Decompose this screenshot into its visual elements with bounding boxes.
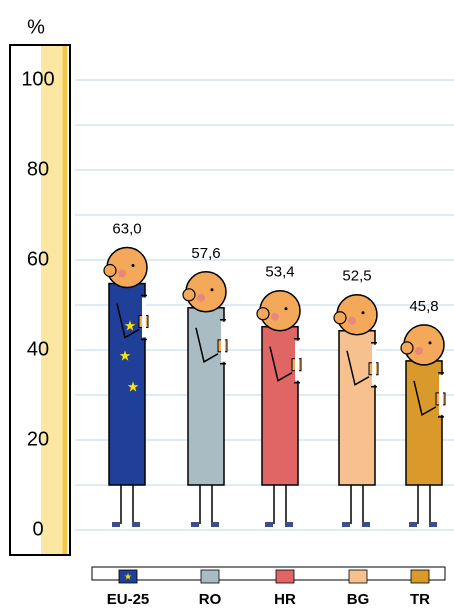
legend-swatch — [118, 569, 138, 584]
legend-star: ★ — [124, 571, 132, 581]
nose — [333, 311, 347, 325]
value-label: 57,6 — [191, 245, 220, 262]
figure — [256, 289, 302, 527]
eye — [131, 264, 135, 267]
legend-swatch — [348, 569, 368, 584]
cheek — [118, 269, 126, 278]
y-axis-label: % — [27, 16, 45, 38]
body — [405, 360, 443, 486]
eye — [428, 341, 432, 345]
legend-swatch — [275, 569, 295, 584]
value-label: 52,5 — [342, 268, 371, 285]
value-label: 53,4 — [265, 264, 294, 281]
eye — [361, 311, 365, 315]
nose — [256, 307, 270, 321]
wrench-outline — [438, 372, 444, 418]
legend-label: RO — [199, 591, 222, 608]
legend-label: HR — [274, 591, 296, 608]
value-label: 45,8 — [409, 298, 438, 315]
wrench-outline — [371, 342, 377, 388]
cheek — [348, 316, 356, 325]
y-tick-label: 100 — [21, 68, 54, 90]
y-tick-label: 0 — [32, 518, 43, 540]
legend-label: EU-25 — [107, 591, 150, 608]
y-tick-label: 20 — [27, 428, 49, 450]
shoe — [409, 522, 437, 527]
legend-box — [91, 566, 446, 581]
arm — [413, 380, 437, 417]
y-tick-label: 40 — [27, 338, 49, 360]
shoe — [191, 522, 219, 527]
figure — [400, 324, 446, 527]
legend-label: TR — [410, 591, 430, 608]
arm — [116, 303, 140, 339]
body — [261, 325, 299, 486]
cheek — [415, 346, 423, 355]
legend-swatch — [410, 569, 430, 584]
legend-label: BG — [347, 591, 370, 608]
wrench-outline — [220, 319, 226, 365]
eye — [284, 307, 288, 311]
figure — [103, 246, 149, 527]
wrench-outline — [141, 294, 147, 341]
y-tick-label: 60 — [27, 248, 49, 270]
axis-strip — [41, 46, 65, 554]
legend-swatch — [200, 569, 220, 584]
figure — [182, 271, 228, 527]
body — [338, 330, 376, 486]
wrench-outline — [294, 337, 300, 384]
arm — [269, 346, 293, 382]
arm — [195, 327, 219, 363]
nose — [103, 263, 117, 278]
eye — [210, 288, 214, 292]
shoe — [112, 522, 140, 527]
body — [187, 307, 225, 486]
arm — [346, 350, 370, 386]
shoe — [342, 522, 370, 527]
flag-star: ★ — [119, 348, 132, 364]
figure — [333, 294, 379, 527]
y-tick-label: 80 — [27, 158, 49, 180]
flag-star: ★ — [127, 379, 140, 395]
shoe — [265, 522, 293, 527]
nose — [182, 288, 196, 302]
cheek — [197, 293, 205, 302]
cheek — [271, 312, 279, 321]
nose — [400, 341, 414, 355]
flag-star: ★ — [124, 318, 137, 334]
value-label: 63,0 — [112, 220, 141, 237]
